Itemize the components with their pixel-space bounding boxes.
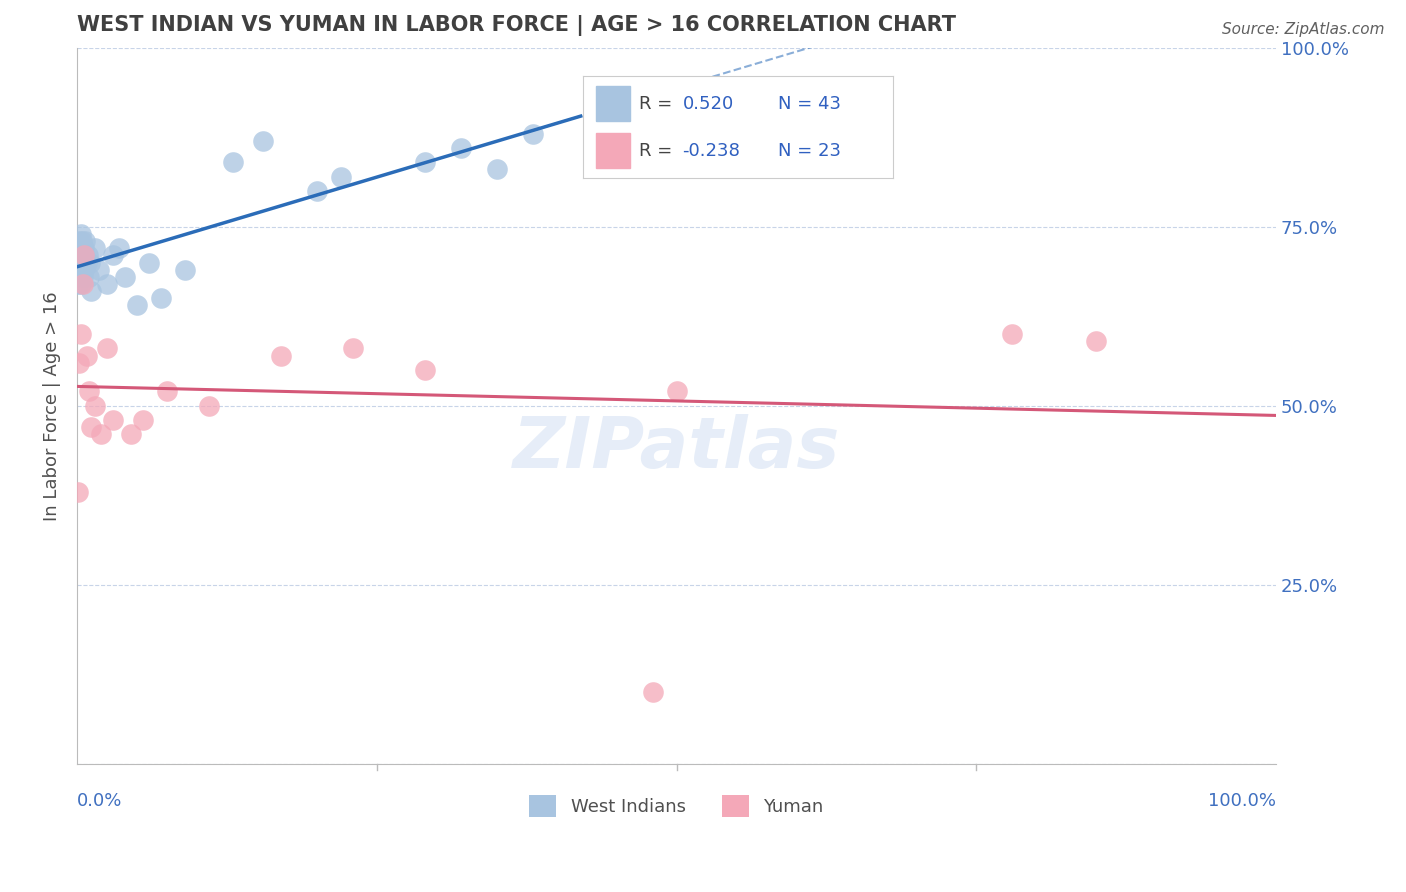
Point: [67, 484, 90, 499]
Text: ZIPatlas: ZIPatlas: [513, 414, 841, 483]
Point: [114, 269, 136, 284]
Text: -0.238: -0.238: [682, 142, 741, 160]
Point: [329, 169, 352, 184]
Point: [84, 399, 107, 413]
Point: [72, 277, 94, 291]
Point: [132, 413, 155, 427]
Point: [1001, 327, 1024, 342]
Point: [108, 241, 131, 255]
Point: [69, 356, 91, 370]
Point: [77, 248, 100, 262]
Point: [69, 248, 91, 262]
Point: [156, 384, 179, 399]
Point: [70, 248, 93, 262]
Point: [73, 248, 96, 262]
Bar: [596, 133, 630, 168]
Point: [174, 262, 197, 277]
Text: R =: R =: [640, 95, 672, 112]
Point: [413, 155, 436, 169]
Point: [77, 269, 100, 284]
Text: 0.0%: 0.0%: [77, 792, 122, 811]
Point: [67, 262, 90, 277]
Text: N = 23: N = 23: [779, 142, 841, 160]
Point: [76, 349, 98, 363]
Point: [96, 277, 118, 291]
Text: Source: ZipAtlas.com: Source: ZipAtlas.com: [1222, 22, 1385, 37]
Point: [72, 241, 94, 255]
Point: [75, 255, 97, 269]
Point: [198, 399, 221, 413]
Point: [70, 234, 93, 248]
Point: [665, 384, 688, 399]
Point: [84, 241, 107, 255]
Point: [67, 277, 90, 291]
Point: [96, 342, 118, 356]
Legend: West Indians, Yuman: West Indians, Yuman: [520, 787, 832, 826]
Point: [138, 255, 160, 269]
Point: [73, 241, 96, 255]
Point: [72, 255, 94, 269]
Point: [76, 255, 98, 269]
Point: [77, 384, 100, 399]
Point: [450, 141, 472, 155]
Point: [1085, 334, 1108, 349]
Point: [305, 184, 328, 198]
Point: [80, 420, 103, 434]
Point: [79, 255, 101, 269]
Point: [69, 255, 91, 269]
Point: [70, 262, 93, 277]
Point: [73, 262, 96, 277]
Point: [80, 284, 103, 298]
Point: [69, 234, 91, 248]
Point: [73, 248, 96, 262]
Point: [522, 127, 544, 141]
Point: [69, 277, 91, 291]
Point: [222, 155, 245, 169]
Y-axis label: In Labor Force | Age > 16: In Labor Force | Age > 16: [44, 291, 60, 521]
Point: [69, 269, 91, 284]
Point: [270, 349, 292, 363]
Point: [150, 291, 173, 305]
Point: [75, 234, 97, 248]
Point: [87, 262, 110, 277]
Text: 100.0%: 100.0%: [1208, 792, 1277, 811]
Text: N = 43: N = 43: [779, 95, 841, 112]
Point: [69, 241, 91, 255]
Point: [485, 162, 508, 177]
Point: [72, 269, 94, 284]
Point: [120, 427, 142, 442]
Bar: [596, 87, 630, 121]
Point: [90, 427, 112, 442]
Point: [252, 134, 274, 148]
Point: [413, 363, 436, 377]
Point: [125, 298, 148, 312]
Text: WEST INDIAN VS YUMAN IN LABOR FORCE | AGE > 16 CORRELATION CHART: WEST INDIAN VS YUMAN IN LABOR FORCE | AG…: [77, 15, 956, 36]
Point: [69, 227, 91, 241]
Point: [101, 248, 124, 262]
Text: 0.520: 0.520: [682, 95, 734, 112]
Text: R =: R =: [640, 142, 672, 160]
Point: [69, 327, 91, 342]
Point: [641, 685, 664, 699]
Point: [101, 413, 124, 427]
Point: [342, 342, 364, 356]
